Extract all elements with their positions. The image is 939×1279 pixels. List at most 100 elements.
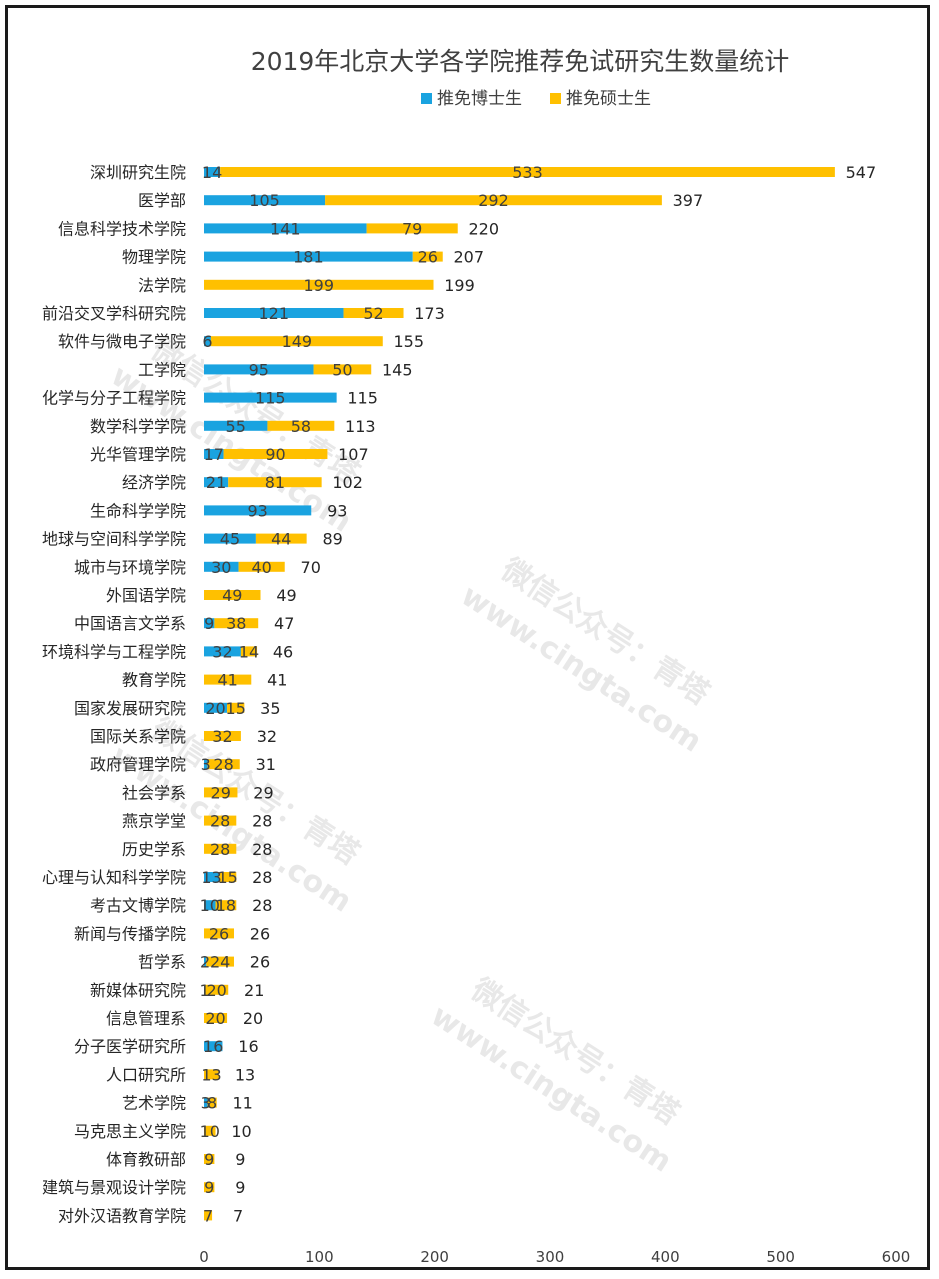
bar-phd: [204, 956, 207, 967]
data-label-master: 28: [210, 840, 230, 859]
category-label: 艺术学院: [122, 1094, 186, 1113]
bar-master: [238, 561, 285, 572]
total-label: 397: [673, 191, 704, 210]
data-label-master: 49: [222, 586, 242, 605]
data-label-master: 29: [211, 783, 231, 802]
bar-phd: [204, 900, 216, 911]
data-label-phd: 9: [204, 614, 214, 633]
data-label-master: 20: [205, 1009, 225, 1028]
total-label: 28: [252, 868, 272, 887]
category-label: 建筑与景观设计学院: [42, 1178, 186, 1197]
total-label: 28: [252, 812, 272, 831]
total-label: 29: [253, 783, 273, 802]
bar-master: [204, 787, 238, 798]
legend-swatch-2: [550, 93, 561, 104]
category-label: 光华管理学院: [90, 445, 186, 464]
category-label: 分子医学研究所: [74, 1037, 186, 1056]
bar-phd: [204, 420, 268, 431]
bar-phd: [204, 336, 211, 347]
category-label: 前沿交叉学科研究院: [42, 304, 186, 323]
data-label-phd: 17: [204, 445, 224, 464]
total-label: 9: [235, 1178, 245, 1197]
total-label: 47: [274, 614, 294, 633]
bar-master: [204, 279, 434, 290]
category-label: 心理与认知科学学院: [42, 868, 186, 887]
category-label: 环境科学与工程学院: [42, 642, 186, 661]
data-label-master: 149: [282, 332, 313, 351]
category-label: 中国语言文学系: [74, 614, 186, 633]
total-label: 155: [393, 332, 424, 351]
legend: 推免博士生 推免硕士生: [421, 89, 651, 109]
data-label-phd: 1: [199, 981, 209, 1000]
data-label-master: 58: [291, 417, 311, 436]
total-label: 41: [267, 671, 287, 690]
data-label-phd: 115: [255, 389, 286, 408]
data-label-master: 8: [207, 1094, 217, 1113]
total-label: 93: [327, 501, 347, 520]
category-label: 政府管理学院: [90, 755, 186, 774]
data-label-master: 15: [226, 699, 246, 718]
x-tick-label: 500: [766, 1248, 795, 1266]
bar-master: [313, 364, 372, 375]
total-label: 199: [444, 276, 475, 295]
category-label: 信息管理系: [106, 1009, 186, 1028]
bar-master: [240, 646, 258, 657]
data-label-master: 7: [203, 1206, 213, 1225]
category-label: 化学与分子工程学院: [42, 389, 186, 408]
data-label-master: 292: [478, 191, 509, 210]
category-label: 生命科学学院: [90, 501, 186, 520]
bar-master: [325, 195, 662, 206]
data-label-master: 44: [271, 530, 291, 549]
total-label: 173: [414, 304, 445, 323]
x-tick-label: 200: [420, 1248, 449, 1266]
bar-master: [412, 251, 443, 262]
data-label-master: 40: [251, 558, 271, 577]
total-label: 13: [235, 1065, 255, 1084]
total-label: 21: [244, 981, 264, 1000]
data-label-master: 79: [402, 219, 422, 238]
total-label: 113: [345, 417, 376, 436]
chart-title: 2019年北京大学各学院推荐免试研究生数量统计: [251, 47, 790, 76]
data-label-master: 9: [204, 1178, 214, 1197]
total-label: 26: [250, 953, 270, 972]
category-label: 软件与微电子学院: [58, 332, 186, 351]
data-label-phd: 181: [293, 248, 324, 267]
category-label: 城市与环境学院: [74, 558, 186, 577]
bar-master: [207, 759, 240, 770]
bar-phd: [204, 618, 215, 629]
data-label-master: 24: [210, 953, 230, 972]
data-label-phd: 2: [200, 953, 210, 972]
bar-master: [204, 1182, 215, 1193]
data-label-master: 81: [265, 473, 285, 492]
bar-phd: [204, 195, 326, 206]
category-label: 体育教研部: [106, 1150, 186, 1169]
bar-master: [204, 815, 237, 826]
category-label: 历史学系: [122, 840, 186, 859]
total-label: 11: [233, 1094, 253, 1113]
x-tick-label: 600: [882, 1248, 911, 1266]
total-label: 28: [252, 896, 272, 915]
data-label-phd: 45: [220, 530, 240, 549]
data-label-phd: 30: [211, 558, 231, 577]
bar-phd: [204, 364, 314, 375]
legend-label-1: 推免博士生: [437, 89, 522, 109]
bar-phd: [204, 984, 206, 995]
data-label-master: 28: [210, 812, 230, 831]
total-label: 70: [301, 558, 321, 577]
bar-master: [343, 308, 404, 318]
bar-master: [204, 590, 261, 600]
total-label: 20: [243, 1009, 263, 1028]
total-label: 547: [846, 163, 877, 182]
category-label: 地球与空间科学学院: [42, 530, 186, 549]
data-label-phd: 10: [200, 896, 220, 915]
bar-phd: [204, 223, 367, 234]
bar-master: [255, 533, 307, 544]
data-label-master: 9: [204, 1150, 214, 1169]
data-label-master: 10: [200, 1122, 220, 1141]
category-label: 外国语学院: [106, 586, 186, 605]
bar-phd: [204, 759, 208, 770]
